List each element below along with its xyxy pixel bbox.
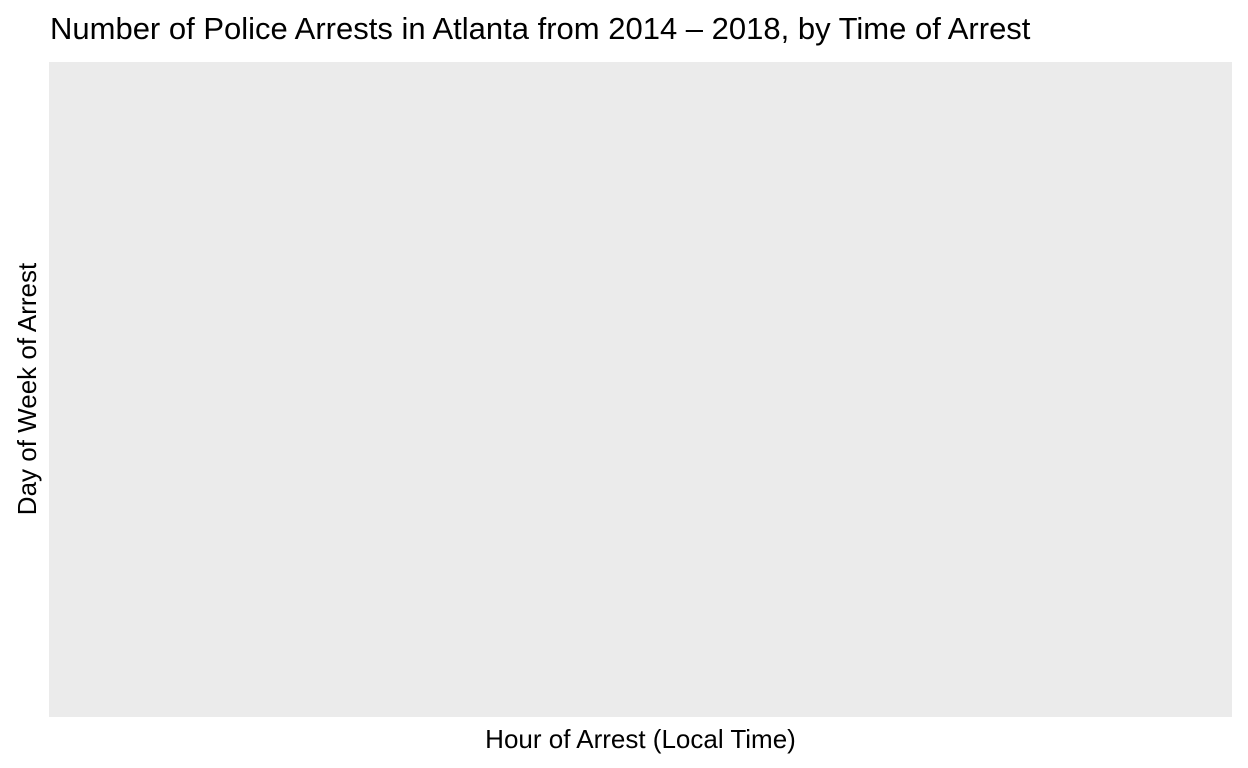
plot-panel [49, 62, 1232, 717]
y-axis-label: Day of Week of Arrest [12, 262, 42, 516]
chart-title: Number of Police Arrests in Atlanta from… [50, 11, 1031, 46]
x-axis-label: Hour of Arrest (Local Time) [485, 724, 796, 754]
